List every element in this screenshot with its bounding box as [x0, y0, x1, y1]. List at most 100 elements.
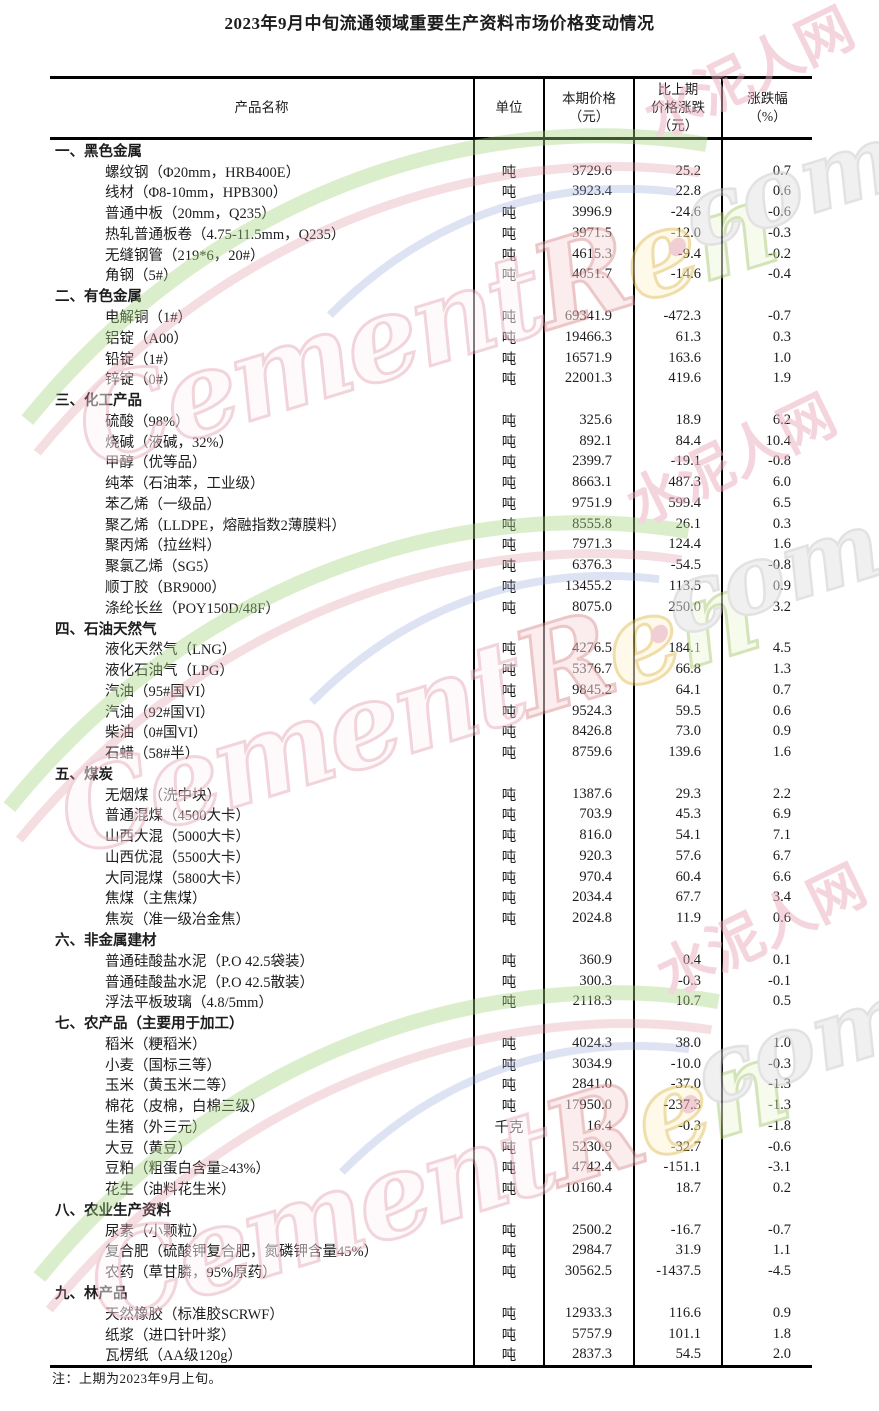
table-row: 铝锭（A00） 吨 19466.3 61.3 0.3 [50, 326, 812, 348]
change-pct-cell [723, 140, 812, 161]
change-pct-cell: 1.6 [772, 744, 791, 761]
product-name-cell: 石蜡（58#半） [50, 742, 475, 763]
product-name-cell: 普通硅酸盐水泥（P.O 42.5袋装） [50, 949, 475, 971]
product-name-cell: 聚乙烯（LLDPE，熔融指数2薄膜料） [50, 513, 475, 535]
unit-cell: 吨 [475, 908, 545, 930]
price-change-cell: 26.1 [635, 513, 723, 535]
price-change-cell: 54.1 [635, 825, 723, 847]
current-price-cell: 892.1 [545, 430, 635, 452]
unit-cell: 吨 [475, 202, 545, 224]
table-row: 六、非金属建材 [50, 929, 812, 950]
change-pct-cell: -0.6 [723, 1137, 812, 1158]
price-change-cell: -472.3 [635, 306, 723, 327]
change-pct-cell [723, 1282, 812, 1303]
current-price-cell [545, 285, 635, 307]
change-pct-cell: -0.8 [723, 555, 812, 576]
header-current-price: 本期价格 （元） [545, 79, 635, 137]
product-name-cell: 甲醇（优等品） [50, 451, 475, 473]
product-name-cell: 无缝钢管（219*6，20#） [50, 243, 475, 265]
current-price-cell: 8555.8 [545, 513, 635, 535]
current-price-cell: 4024.3 [545, 1032, 635, 1054]
change-pct-cell: 0.9 [772, 723, 791, 740]
change-pct-cell: 6.9 [772, 806, 791, 823]
table-row: 纯苯（石油苯，工业级） 吨 8663.1 487.3 6.0 [50, 472, 812, 494]
unit-cell: 吨 [475, 825, 545, 847]
change-pct-cell: 6.2 [723, 410, 812, 431]
change-pct-cell: 1.0 [723, 1033, 812, 1054]
unit-cell: 吨 [475, 160, 545, 182]
current-price-cell: 9524.3 [545, 700, 635, 722]
unit-cell: 吨 [475, 1074, 545, 1096]
change-pct-cell: -3.1 [768, 1159, 791, 1176]
table-row: 二、有色金属 [50, 285, 812, 307]
unit-cell: 吨 [475, 949, 545, 971]
price-change-cell: 419.6 [635, 368, 723, 390]
product-name-cell: 农药（草甘膦，95%原药） [50, 1261, 475, 1283]
price-change-cell [635, 1282, 723, 1303]
change-pct-cell: 1.1 [772, 1242, 791, 1259]
table-body: 一、黑色金属 螺纹钢（Φ20mm，HRB400E） 吨 3729.6 25.2 … [50, 140, 812, 1366]
price-change-cell: 163.6 [635, 347, 723, 369]
table-row: 无烟煤（洗中块） 吨 1387.6 29.3 2.2 [50, 783, 812, 805]
price-change-cell: 60.4 [635, 866, 723, 888]
unit-cell: 吨 [475, 1095, 545, 1116]
current-price-cell: 16.4 [545, 1115, 635, 1137]
current-price-cell: 19466.3 [545, 326, 635, 348]
unit-cell: 吨 [475, 1302, 545, 1324]
unit-cell: 千克 [475, 1115, 545, 1137]
table-row: 农药（草甘膦，95%原药） 吨 30562.5 -1437.5 -4.5 [50, 1261, 812, 1283]
unit-cell: 吨 [475, 638, 545, 660]
unit-cell [475, 1199, 545, 1220]
table-row: 四、石油天然气 [50, 617, 812, 639]
product-name-cell: 硫酸（98%） [50, 409, 475, 431]
table-header-row: 产品名称 单位 本期价格 （元） 比上期 价格涨跌 （元） 涨跌幅 （%） [50, 79, 812, 140]
table-row: 棉花（皮棉，白棉三级） 吨 17950.0 -237.3 -1.3 [50, 1095, 812, 1116]
current-price-cell: 4051.7 [545, 264, 635, 286]
price-change-cell: 25.2 [635, 160, 723, 182]
current-price-cell: 2837.3 [545, 1344, 635, 1366]
product-name-cell: 尿素（小颗粒） [50, 1219, 475, 1241]
unit-cell: 吨 [475, 181, 545, 203]
unit-cell: 吨 [475, 659, 545, 680]
table-row: 八、农业生产资料 [50, 1199, 812, 1220]
product-name-cell: 热轧普通板卷（4.75-11.5mm，Q235） [50, 223, 475, 244]
unit-cell [475, 285, 545, 307]
product-name-cell: 螺纹钢（Φ20mm，HRB400E） [50, 160, 475, 182]
price-change-cell: 67.7 [635, 887, 723, 909]
product-name-cell: 瓦楞纸（AA级120g） [50, 1344, 475, 1366]
price-change-cell: 124.4 [635, 534, 723, 556]
price-change-cell: -1437.5 [635, 1261, 723, 1283]
change-pct-cell: 10.4 [723, 431, 812, 452]
unit-cell [475, 140, 545, 161]
table-row: 瓦楞纸（AA级120g） 吨 2837.3 54.5 2.0 [50, 1344, 812, 1366]
product-name-cell: 液化天然气（LNG） [50, 638, 475, 660]
change-pct-cell: 0.7 [723, 161, 812, 182]
current-price-cell [545, 140, 635, 161]
change-pct-cell: 0.3 [723, 514, 812, 535]
current-price-cell: 2118.3 [545, 991, 635, 1013]
table-row: 山西大混（5000大卡） 吨 816.0 54.1 7.1 [50, 825, 812, 847]
price-change-cell: 59.5 [635, 700, 723, 722]
product-name-cell: 焦炭（准一级冶金焦） [50, 908, 475, 930]
product-name-cell: 烧碱（液碱，32%） [50, 430, 475, 452]
price-change-cell: -12.0 [635, 223, 723, 244]
product-name-cell: 液化石油气（LPG） [50, 659, 475, 680]
table-row: 焦煤（主焦煤） 吨 2034.4 67.7 3.4 [50, 887, 812, 909]
table-row: 苯乙烯（一级品） 吨 9751.9 599.4 6.5 [50, 493, 812, 514]
change-pct-cell: 4.5 [772, 640, 791, 657]
current-price-cell: 5757.9 [545, 1323, 635, 1345]
current-price-cell: 3996.9 [545, 202, 635, 224]
product-name-cell: 浮法平板玻璃（4.8/5mm） [50, 991, 475, 1013]
unit-cell: 吨 [475, 866, 545, 888]
current-price-cell: 7971.3 [545, 534, 635, 556]
table-row: 花生（油料花生米） 吨 10160.4 18.7 0.2 [50, 1178, 812, 1200]
current-price-cell [545, 929, 635, 950]
table-row: 涤纶长丝（POY150D/48F） 吨 8075.0 250.0 3.2 [50, 596, 812, 618]
change-pct-cell: -0.8 [723, 451, 812, 472]
unit-cell: 吨 [475, 409, 545, 431]
change-pct-cell: -1.3 [723, 1074, 812, 1095]
table-row: 五、煤炭 [50, 762, 812, 784]
price-change-cell: 116.6 [635, 1302, 723, 1324]
price-change-cell: 57.6 [635, 846, 723, 867]
unit-cell [475, 1282, 545, 1303]
